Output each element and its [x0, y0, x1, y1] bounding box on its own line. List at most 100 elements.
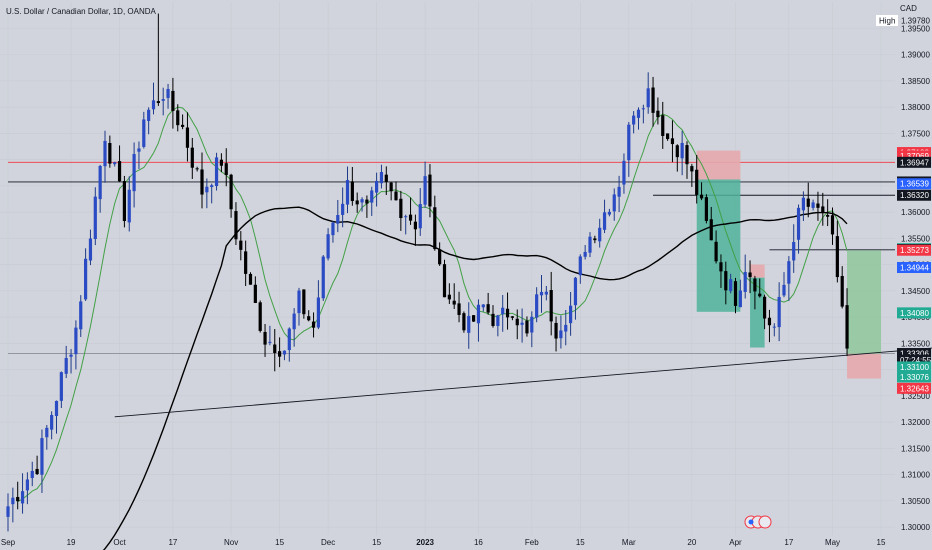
candle-body — [30, 470, 34, 478]
candle-body — [501, 307, 505, 315]
candle-body — [210, 185, 214, 188]
candle-body — [607, 211, 611, 215]
price-tag: 1.33100 — [897, 361, 931, 373]
candle-body — [287, 328, 291, 351]
candle-body — [627, 124, 631, 161]
candle-body — [811, 202, 815, 208]
candle-body — [753, 278, 757, 292]
candle-body — [88, 238, 93, 261]
candle-body — [375, 180, 379, 193]
y-tick-label: 1.39000 — [901, 51, 930, 60]
candle-body — [593, 238, 597, 241]
candle-body — [263, 331, 267, 345]
y-tick-label: 1.31000 — [901, 471, 930, 480]
candle-body — [365, 199, 369, 204]
candle-body — [530, 316, 534, 333]
price-tag: 1.36539 — [897, 178, 931, 190]
candle-body — [379, 172, 384, 184]
candle-body — [636, 109, 641, 118]
candle-body — [559, 330, 563, 339]
fast-moving-average — [17, 106, 848, 503]
price-tag-label: 1.33076 — [900, 373, 929, 382]
candle-body — [505, 308, 510, 318]
price-tag-bg — [897, 371, 931, 383]
candle-body — [602, 212, 607, 230]
high-badge: High — [879, 17, 895, 26]
candle-body — [569, 305, 573, 324]
candle-body — [156, 101, 160, 104]
y-tick-label: 1.34500 — [901, 287, 930, 296]
candle-body — [729, 279, 733, 292]
candle-body — [370, 190, 374, 203]
price-tag: 1.35273 — [897, 244, 931, 256]
candle-body — [248, 273, 253, 285]
candle-body — [142, 119, 146, 147]
y-tick-label: 1.33500 — [901, 339, 930, 348]
candle-body — [472, 315, 476, 322]
candle-body — [428, 174, 432, 207]
candle-body — [219, 159, 223, 166]
candle-body — [200, 169, 204, 195]
y-tick-label: 1.37500 — [901, 129, 930, 138]
candle-body — [525, 320, 529, 334]
candle-body — [549, 290, 553, 322]
candle-body — [360, 199, 364, 203]
candle-body — [617, 186, 621, 197]
candle-body — [79, 301, 83, 330]
candle-body — [714, 241, 718, 262]
price-tag-label: 1.33306 — [900, 350, 929, 359]
candle-body — [244, 251, 248, 274]
candle-body — [690, 166, 694, 172]
candle-body — [195, 168, 199, 170]
candle-body — [496, 315, 500, 326]
candle-body — [748, 272, 752, 278]
candle-body — [6, 506, 10, 517]
candle-body — [20, 491, 25, 504]
target-zone — [750, 277, 765, 348]
x-tick-label: Sep — [1, 538, 16, 547]
price-tag-label: 07:24:55 — [900, 356, 932, 365]
candle-body — [59, 372, 63, 401]
price-tag-bg — [897, 382, 931, 394]
x-tick-label: Nov — [224, 538, 238, 547]
price-tag-label: 1.34944 — [900, 264, 929, 273]
candle-body — [418, 204, 422, 229]
candle-body — [399, 198, 403, 219]
candle-body — [447, 294, 451, 300]
candle-body — [311, 321, 316, 328]
candle-body — [302, 289, 306, 315]
candle-body — [234, 211, 238, 240]
candle-body — [350, 181, 354, 202]
candle-body — [452, 300, 456, 305]
candle-body — [297, 290, 301, 314]
high-value: 1.39780 — [901, 17, 930, 26]
high-badge-bg — [876, 15, 898, 26]
y-tick-label: 1.30500 — [901, 497, 930, 506]
x-tick-label: Oct — [113, 538, 126, 547]
price-tag: 1.34080 — [897, 307, 931, 319]
candle-body — [787, 261, 791, 284]
candle-body — [520, 322, 524, 325]
candle-body — [486, 304, 490, 313]
candle-body — [554, 322, 558, 339]
price-tag-bg — [897, 156, 931, 168]
candle-body — [316, 297, 320, 328]
candle-body — [695, 169, 699, 195]
candle-body — [796, 207, 801, 240]
candle-body — [535, 294, 539, 318]
target-zone — [696, 179, 741, 312]
candle-body — [743, 271, 747, 292]
candle-body — [278, 351, 282, 357]
candle-body — [476, 304, 481, 324]
candle-body — [341, 203, 345, 215]
candle-body — [666, 133, 670, 140]
y-tick-label: 1.36000 — [901, 208, 930, 217]
x-tick-label: 16 — [474, 538, 483, 547]
support-trendline — [114, 347, 932, 418]
stop-zone — [696, 150, 741, 180]
candle-body — [442, 264, 447, 298]
moving-averages — [17, 106, 848, 550]
flag-icon[interactable] — [744, 515, 772, 529]
